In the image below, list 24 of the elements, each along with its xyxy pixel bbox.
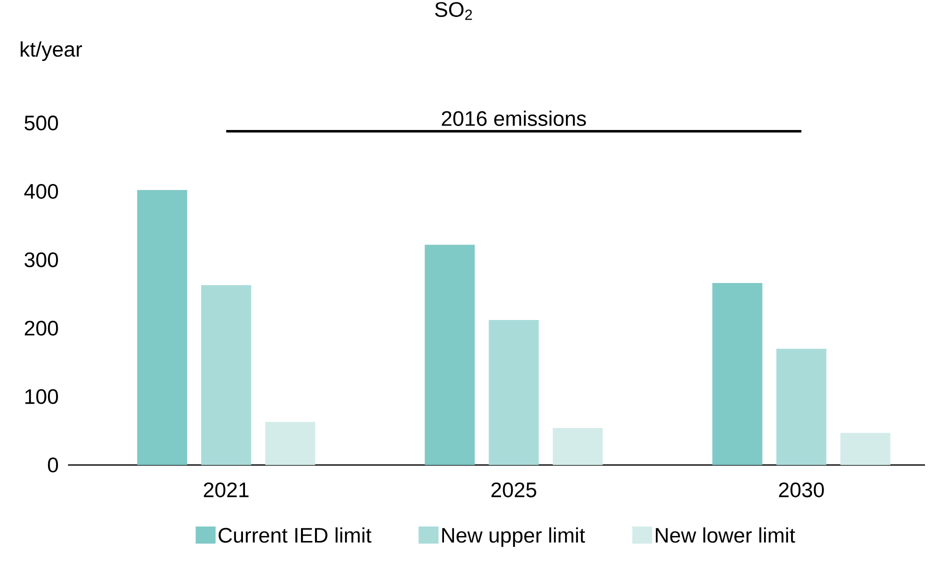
- bar: [265, 422, 316, 465]
- y-tick-label: 100: [25, 389, 58, 404]
- y-tick-label: 400: [24, 184, 58, 199]
- bar: [776, 348, 826, 465]
- bar: [840, 432, 890, 465]
- legend-label: New lower limit: [656, 527, 796, 543]
- chart-title: SO$_{2}$: [435, 2, 472, 20]
- y-axis-title: kt/year: [20, 41, 82, 61]
- bar: [424, 244, 475, 465]
- bar: [201, 285, 252, 465]
- ref-line-label: 2016 emissions: [442, 110, 586, 126]
- bar: [552, 428, 603, 465]
- x-tick-label: 2025: [491, 482, 536, 498]
- y-tick-label: 0: [48, 458, 58, 472]
- x-tick-label: 2021: [204, 482, 248, 498]
- bar: [712, 283, 762, 465]
- x-tick-label: 2030: [779, 482, 824, 498]
- y-tick-label: 200: [24, 320, 58, 336]
- bar: [488, 320, 539, 465]
- y-tick-label: 500: [24, 116, 58, 130]
- legend-label: Current IED limit: [218, 527, 372, 543]
- legend-label: New upper limit: [442, 527, 586, 547]
- bar: [137, 190, 188, 465]
- y-tick-label: 300: [24, 252, 58, 268]
